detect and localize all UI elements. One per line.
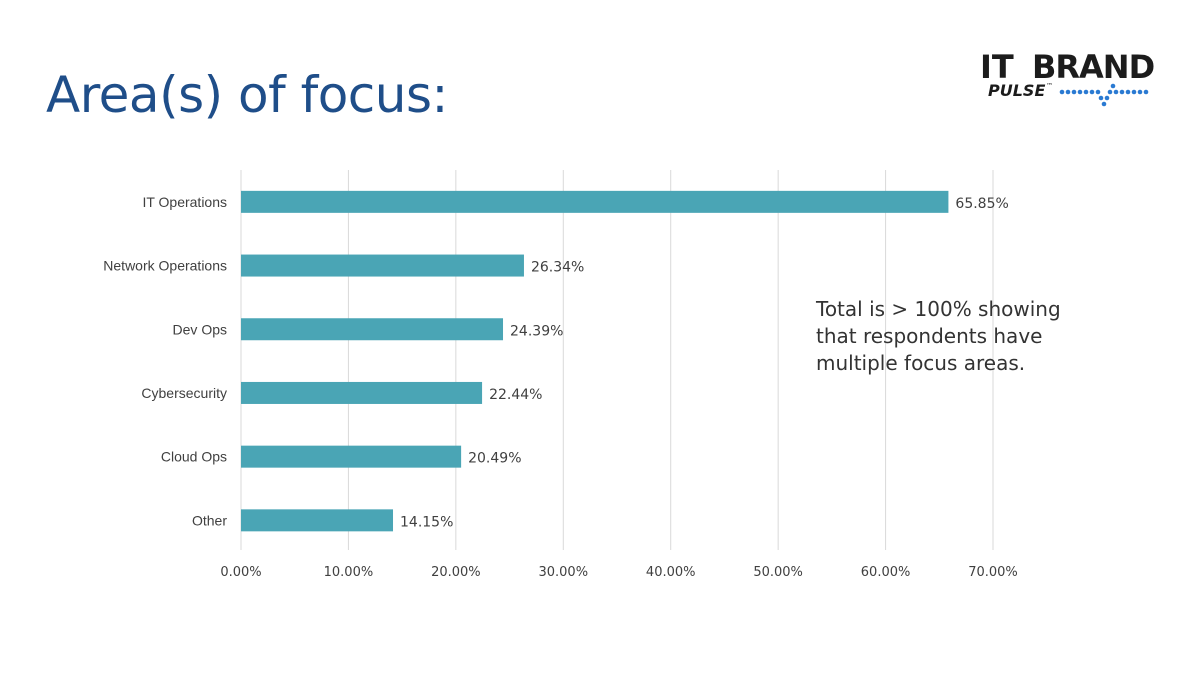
category-label-4: Cloud Ops bbox=[161, 449, 227, 465]
logo-dot-2 bbox=[1071, 89, 1077, 95]
x-tick-label-0: 0.00% bbox=[220, 565, 261, 580]
logo-dot-0 bbox=[1059, 89, 1065, 95]
logo-text-pulse: PULSE bbox=[988, 81, 1045, 100]
logo-tm: ™ bbox=[1046, 82, 1053, 90]
logo-dot-7 bbox=[1098, 95, 1104, 101]
value-label-4: 20.49% bbox=[468, 451, 521, 467]
x-tick-label-4: 40.00% bbox=[646, 565, 696, 580]
value-label-1: 26.34% bbox=[531, 260, 584, 276]
chart-category-labels: IT Operations Network Operations Dev Ops Cy… bbox=[103, 194, 227, 528]
logo-pulse-dots-icon bbox=[1059, 83, 1149, 107]
logo-dot-16 bbox=[1137, 89, 1143, 95]
logo-dot-11 bbox=[1110, 83, 1116, 89]
bar-1 bbox=[241, 254, 524, 277]
logo-text-it: IT bbox=[980, 48, 1014, 86]
x-tick-label-5: 50.00% bbox=[753, 565, 803, 580]
value-label-3: 22.44% bbox=[489, 387, 542, 403]
logo-dot-15 bbox=[1131, 89, 1137, 95]
logo-dot-14 bbox=[1125, 89, 1131, 95]
logo-dot-13 bbox=[1119, 89, 1125, 95]
logo-dot-4 bbox=[1083, 89, 1089, 95]
bar-2 bbox=[241, 318, 504, 341]
logo-dot-17 bbox=[1143, 89, 1149, 95]
value-label-2: 24.39% bbox=[510, 323, 563, 339]
x-tick-label-6: 60.00% bbox=[861, 565, 911, 580]
category-label-3: Cybersecurity bbox=[141, 385, 227, 401]
chart-note: Total is > 100% showing that respondents… bbox=[816, 297, 1061, 375]
x-tick-label-1: 10.00% bbox=[324, 565, 374, 580]
logo-dot-3 bbox=[1077, 89, 1083, 95]
category-label-5: Other bbox=[192, 512, 227, 528]
logo-dot-10 bbox=[1107, 89, 1113, 95]
category-label-1: Network Operations bbox=[103, 258, 227, 274]
bar-3 bbox=[241, 381, 483, 404]
logo-dot-5 bbox=[1089, 89, 1095, 95]
logo-dot-8 bbox=[1101, 101, 1107, 107]
category-label-2: Dev Ops bbox=[173, 321, 227, 337]
bar-4 bbox=[241, 445, 462, 468]
logo-dot-6 bbox=[1095, 89, 1101, 95]
chart-x-tick-labels: 0.00% 10.00% 20.00% 30.00% 40.00% 50.00% 60.00… bbox=[220, 565, 1017, 580]
logo-dot-9 bbox=[1104, 95, 1110, 101]
chart-bars bbox=[241, 190, 949, 532]
value-label-5: 14.15% bbox=[400, 514, 453, 530]
logo-dot-1 bbox=[1065, 89, 1071, 95]
x-tick-label-2: 20.00% bbox=[431, 565, 481, 580]
chart-gridlines bbox=[240, 170, 994, 550]
logo-text-brand: BRAND bbox=[1032, 48, 1154, 86]
value-label-0: 65.85% bbox=[955, 196, 1008, 212]
bar-5 bbox=[241, 509, 394, 532]
category-label-0: IT Operations bbox=[142, 194, 227, 210]
bar-0 bbox=[241, 190, 949, 213]
x-tick-label-3: 30.00% bbox=[538, 565, 588, 580]
logo-wordmark: IT BRAND PULSE ™ bbox=[980, 48, 1155, 100]
logo-dot-12 bbox=[1113, 89, 1119, 95]
page-title: Area(s) of focus: bbox=[46, 66, 448, 124]
it-brand-pulse-logo: IT BRAND PULSE ™ bbox=[980, 48, 1155, 107]
x-tick-label-7: 70.00% bbox=[968, 565, 1018, 580]
chart-value-labels: 65.85% 26.34% 24.39% 22.44% 20.49% 14.15% bbox=[400, 196, 1009, 530]
